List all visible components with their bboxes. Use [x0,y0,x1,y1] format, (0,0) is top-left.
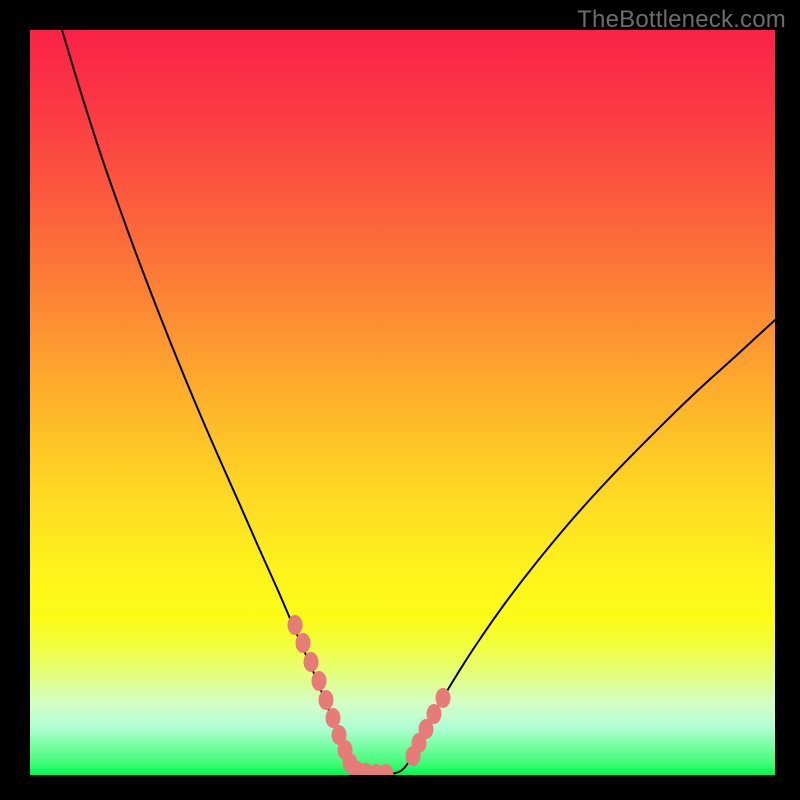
plot-curves [30,30,775,775]
plot-area [30,30,775,775]
markers-left [288,616,393,775]
markers-right [406,689,450,766]
curve-right [396,320,775,773]
watermark-text: TheBottleneck.com [577,6,786,34]
